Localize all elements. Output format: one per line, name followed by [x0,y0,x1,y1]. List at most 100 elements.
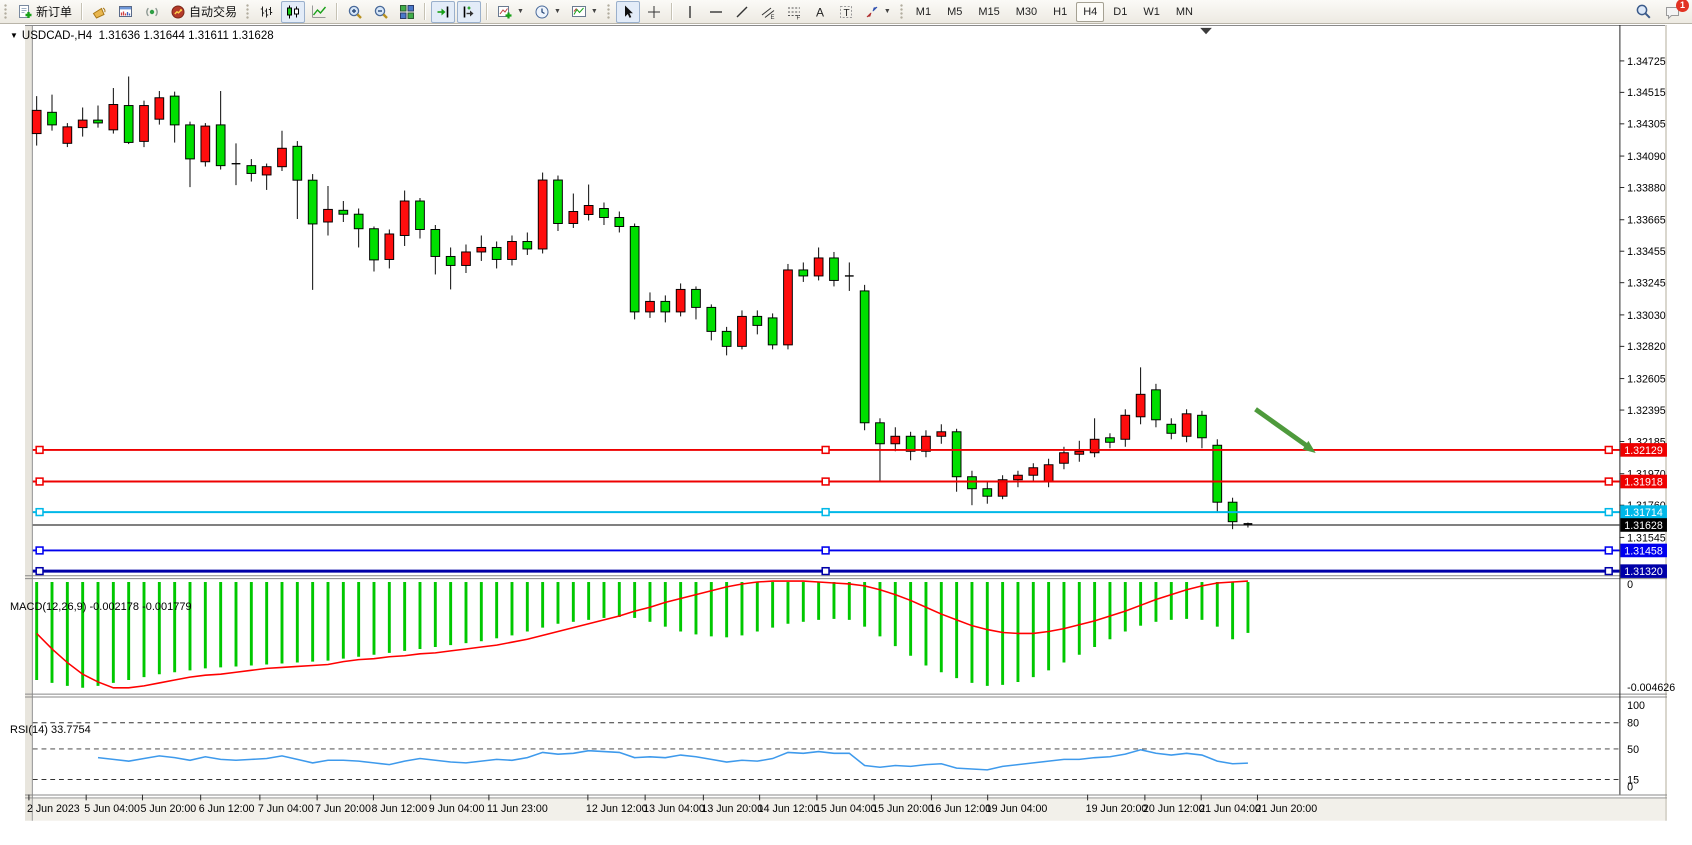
rsi-indicator-label: RSI(14) 33.7754 [10,724,91,736]
price-tick-label: 1.34725 [1627,56,1666,68]
price-tick-label: 1.33665 [1627,215,1666,227]
new-order-button[interactable]: 新订单 [13,1,76,23]
timeframe-group: M1 M5 M15 M30 H1 H4 D1 W1 MN [908,1,1201,22]
time-tick-label: 7 Jun 20:00 [315,803,371,815]
candle [645,300,655,313]
templates-button[interactable]: ▼ [567,1,602,23]
signal-button[interactable] [140,1,164,23]
trend-arrow-annotation[interactable] [1254,407,1316,453]
candle [967,476,977,490]
candle [1135,393,1146,418]
candle [737,315,747,347]
line-handle[interactable] [821,507,830,517]
time-tick-label: 20 Jun 12:00 [1143,803,1205,815]
chart-shift-button[interactable] [457,0,482,23]
autotrading-button[interactable]: 自动交易 [166,1,241,23]
line-handle[interactable] [35,546,44,555]
chart-window[interactable]: 1.34725 1.34515 1.34305 1.34090 1.33880 1.336… [0,25,1692,845]
candle [445,255,456,266]
price-axis[interactable]: 1.34725 1.34515 1.34305 1.34090 1.33880 1.336… [1619,56,1667,578]
svg-text:A: A [816,5,824,19]
svg-text:E: E [770,15,774,20]
zoom-out-button[interactable] [369,1,393,23]
timeframe-M1[interactable]: M1 [915,5,932,18]
line-handle[interactable] [35,507,44,517]
indicators-icon [497,4,513,20]
trendline-tool-button[interactable] [730,1,754,23]
channel-tool-button[interactable]: E [756,1,780,23]
candle [537,179,548,250]
timeframe-M5[interactable]: M5 [947,5,963,18]
time-tick-label: 7 Jun 04:00 [258,803,314,815]
rsi-axis-label: 100 [1627,700,1645,712]
toolbar-grip[interactable] [246,3,251,20]
line-handle[interactable] [1604,445,1613,455]
candle [1059,452,1069,464]
macd-pane [35,580,1250,689]
price-badge-label: 1.31714 [1624,507,1663,519]
candle [798,269,809,277]
vertical-line-tool-button[interactable] [678,1,702,23]
bar-chart-button[interactable] [255,1,279,23]
line-handle[interactable] [35,445,44,455]
search-icon[interactable] [1635,3,1652,20]
timeframe-D1[interactable]: D1 [1113,5,1128,18]
candle [246,165,257,174]
timeframe-H4[interactable]: H4 [1076,1,1105,22]
candle [875,422,885,445]
candle [154,97,165,120]
crosshair-button[interactable] [642,1,666,23]
chart-shift-marker-icon[interactable] [1200,27,1212,35]
arrows-tool-button[interactable]: ▼ [860,1,895,23]
zoom-in-button[interactable] [343,1,367,23]
toolbar-grip[interactable] [899,3,904,20]
templates-icon [571,4,587,20]
candlestick-chart-button[interactable] [281,0,306,23]
timeframe-H1[interactable]: H1 [1053,5,1068,18]
candle [1043,464,1054,482]
horizontal-line-tool-button[interactable] [704,1,728,23]
alerts-button[interactable] [88,1,112,23]
horizontal-lines-layer[interactable] [32,445,1620,576]
line-handle[interactable] [35,477,44,486]
line-handle[interactable] [821,477,830,486]
timeframe-M15[interactable]: M15 [978,5,1000,18]
time-axis-strip[interactable] [32,797,1666,821]
line-handle[interactable] [1604,477,1613,486]
chart-canvas[interactable]: 1.34725 1.34515 1.34305 1.34090 1.33880 1.336… [0,25,1692,845]
line-handle[interactable] [35,566,44,576]
line-handle[interactable] [1604,546,1613,555]
candle [369,228,379,261]
chat-notification-button[interactable]: 1 [1664,0,1689,20]
timeframe-M30[interactable]: M30 [1015,5,1038,18]
market-watch-button[interactable] [114,1,138,23]
line-handle[interactable] [821,546,830,555]
line-handle[interactable] [1604,507,1613,517]
macd-indicator-label: MACD(12,26,9) -0.002178 -0.001779 [10,601,192,613]
toolbar-grip[interactable] [606,3,611,20]
line-handle[interactable] [1604,566,1613,576]
line-handle[interactable] [821,566,830,576]
text-tool-button[interactable]: A [808,1,832,23]
candle [261,166,272,176]
price-badge-label: 1.31458 [1624,545,1663,557]
text-label-tool-button[interactable]: T [834,1,858,23]
line-handle[interactable] [821,445,830,455]
fibonacci-tool-button[interactable]: F [782,1,806,23]
timeframe-MN[interactable]: MN [1175,5,1193,18]
toolbar-grip[interactable] [4,3,8,20]
line-chart-button[interactable] [307,1,331,23]
candle [813,257,824,277]
price-tick-label: 1.34515 [1627,87,1666,99]
price-badge-label: 1.32129 [1624,445,1663,457]
chevron-down-icon[interactable]: ▼ [10,31,18,40]
cursor-button[interactable] [615,0,640,23]
price-badge [1620,564,1667,578]
tile-windows-button[interactable] [395,1,419,23]
indicators-button[interactable]: ▼ [493,1,528,23]
candle [185,124,195,160]
auto-scroll-button[interactable] [431,0,456,23]
timeframe-W1[interactable]: W1 [1143,5,1160,18]
time-axis[interactable]: 2 Jun 2023 5 Jun 04:00 5 Jun 20:00 6 Jun 12… [27,794,1317,815]
periods-button[interactable]: ▼ [530,1,565,23]
